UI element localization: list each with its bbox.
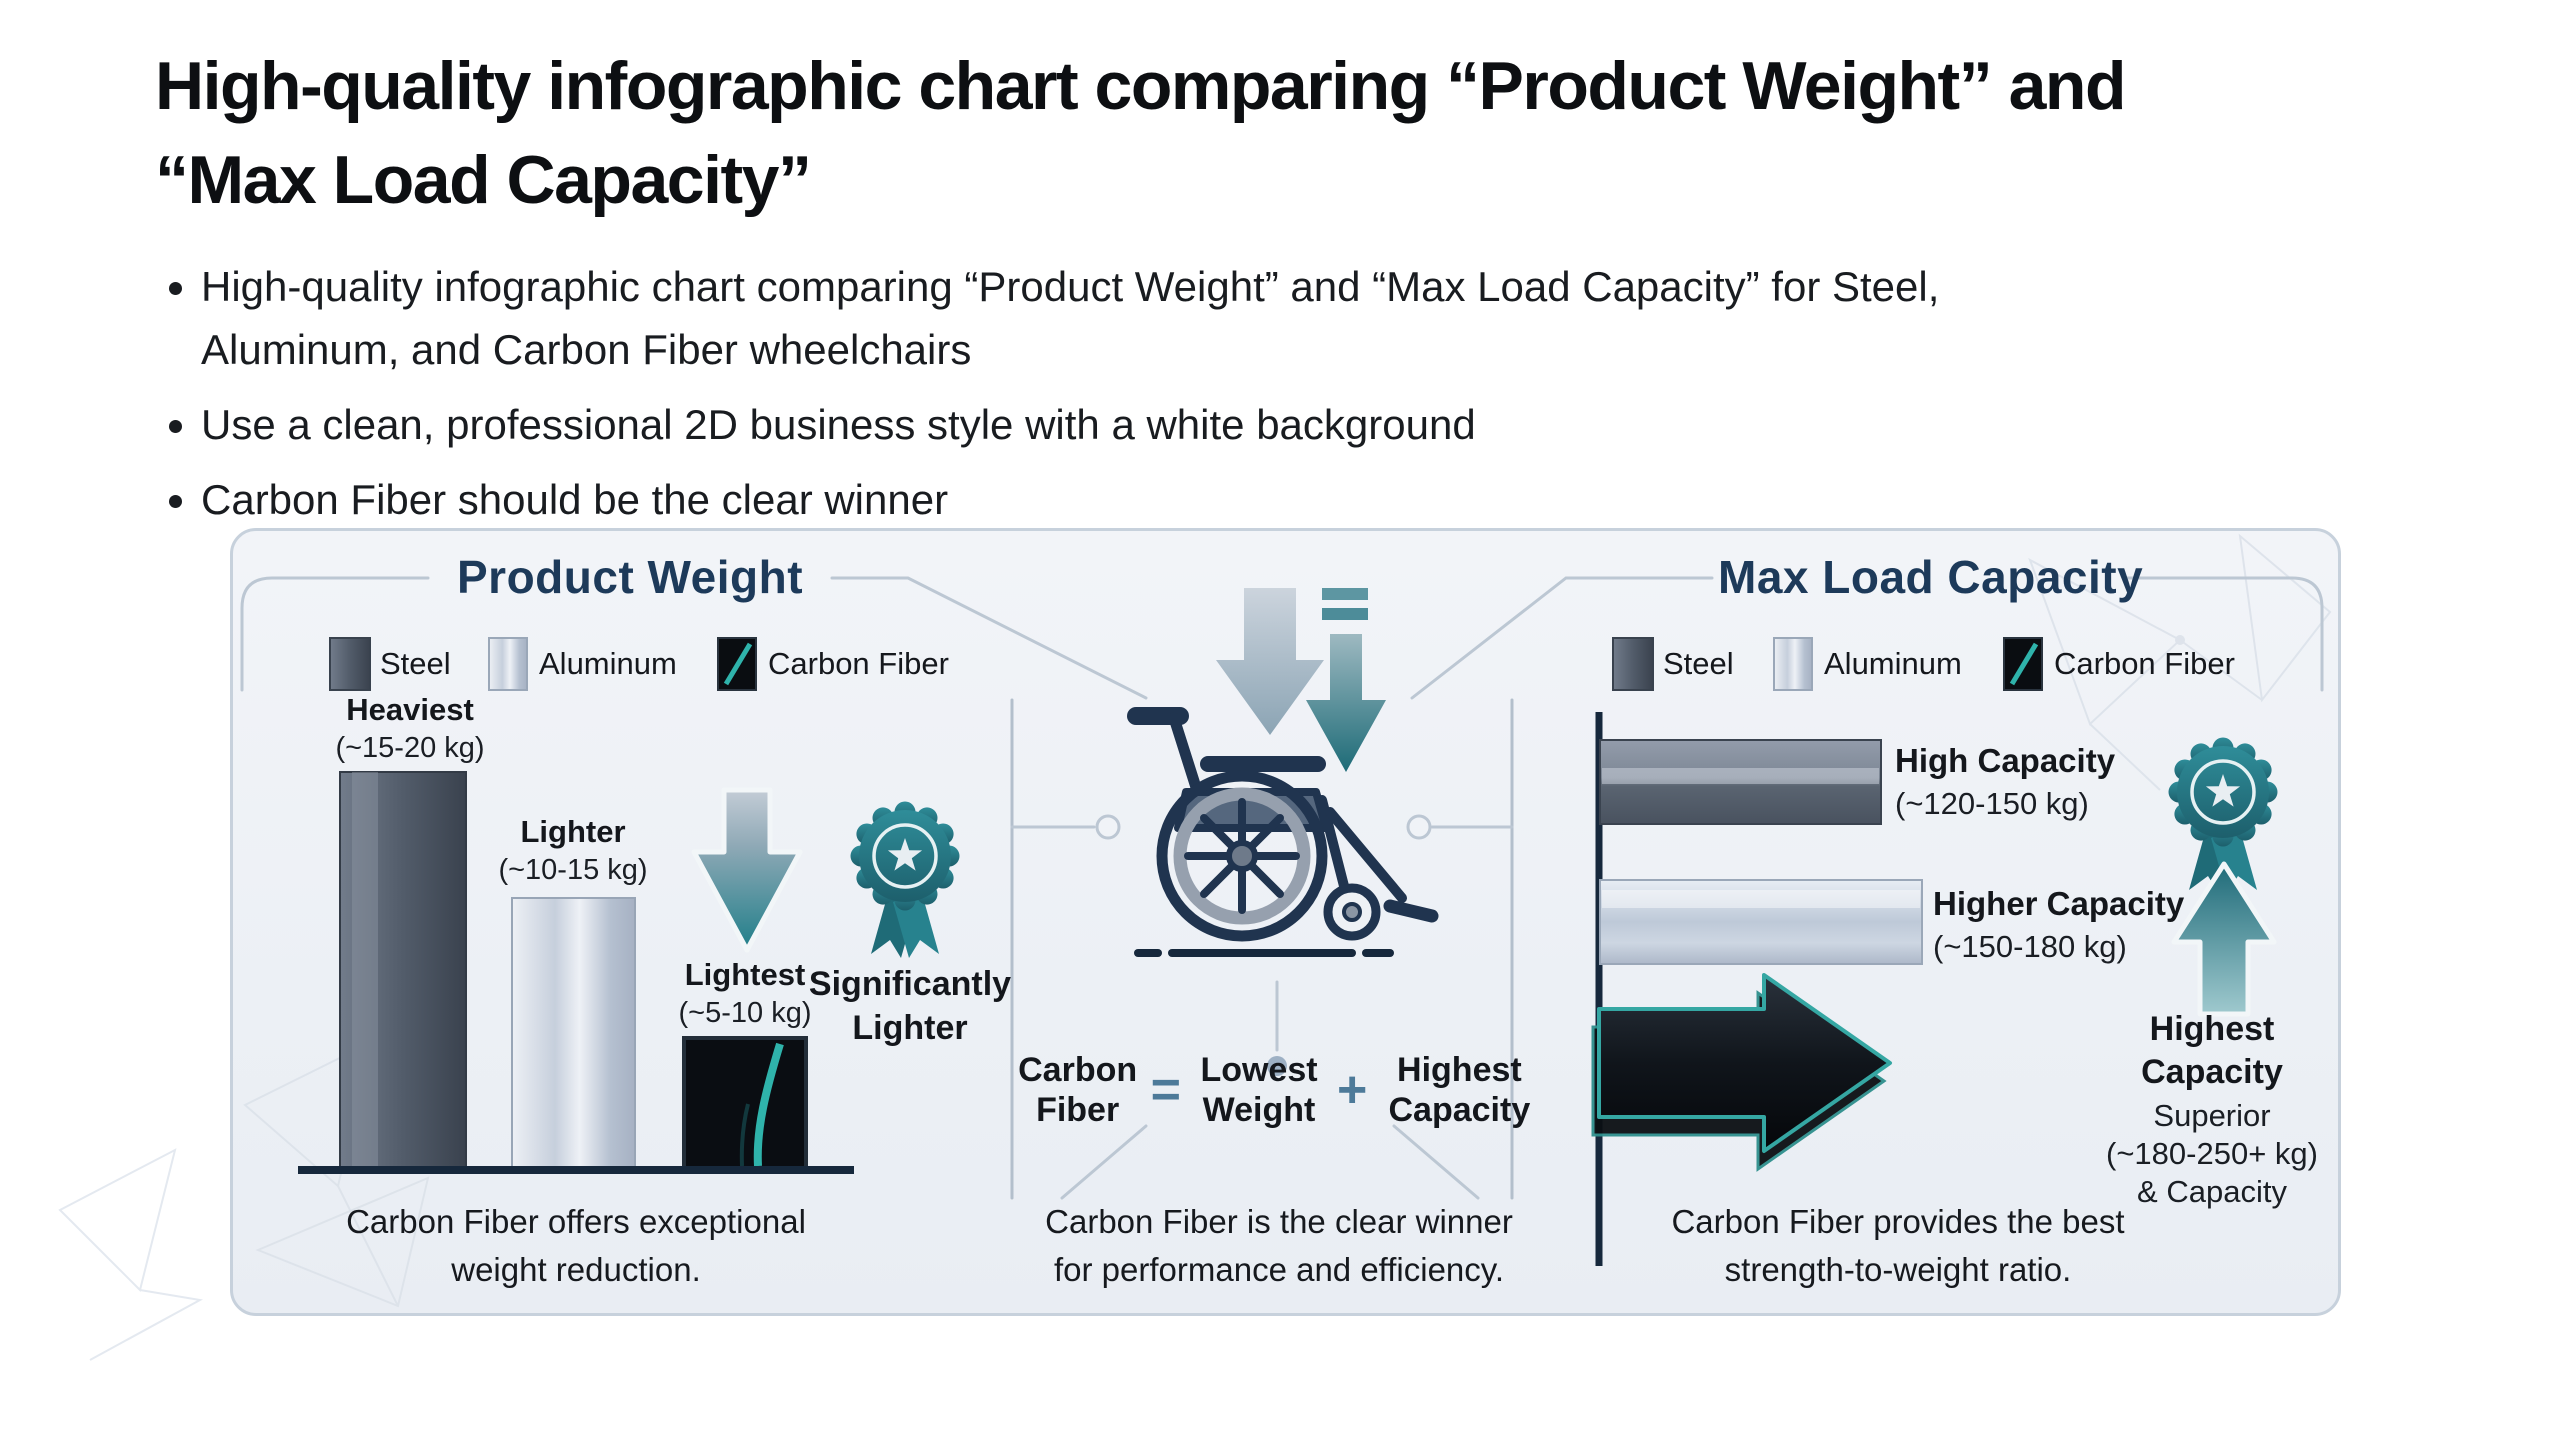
bar-value: (~180-250+ kg) [2106,1136,2318,1171]
equation-rhs: Highest Capacity [1388,1051,1531,1130]
plus-sign: + [1337,1060,1368,1119]
legend-label-aluminum: Aluminum [539,646,677,681]
equation-mid: Lowest Weight [1200,1051,1318,1130]
bar-value: (~15-20 kg) [335,732,485,764]
bar-label: Higher Capacity [1933,885,2185,922]
capacity-panel-title: Max Load Capacity [1718,551,2144,603]
capacity-panel-caption: Carbon Fiber provides the best strength-… [1671,1203,2125,1288]
legend-label-aluminum: Aluminum [1824,646,1962,681]
bar-label: Highest Capacity [2141,1010,2283,1091]
equation: Carbon Fiber = Lowest Weight + Highest C… [1008,1050,1548,1130]
center-panel-caption: Carbon Fiber is the clear winner for per… [1045,1203,1513,1288]
bar-label: Lighter [520,814,626,849]
legend-label-steel: Steel [1663,646,1734,681]
bullet-list: High-quality infographic chart comparing… [155,255,2121,543]
equals-sign: = [1150,1060,1181,1119]
bullet-item: Carbon Fiber should be the clear winner [201,468,2121,531]
badge-label: Significantly Lighter [808,965,1012,1048]
bar-value: (~150-180 kg) [1933,929,2127,964]
legend-label-steel: Steel [380,646,451,681]
bullet-item: High-quality infographic chart comparing… [201,255,2121,381]
bar-label: High Capacity [1895,742,2116,779]
bar-sublabel: Superior [2153,1098,2271,1133]
weight-panel-title: Product Weight [456,551,804,603]
equation-lhs: Carbon Fiber [1018,1051,1138,1130]
legend-label-carbon-fiber: Carbon Fiber [768,646,949,681]
page-title: High-quality infographic chart comparing… [155,48,2126,218]
bar-label: Lightest [684,957,806,992]
bar-value: (~120-150 kg) [1895,786,2089,821]
bullet-item: Use a clean, professional 2D business st… [201,393,2121,456]
bar-sublabel: & Capacity [2137,1174,2287,1209]
legend-label-carbon-fiber: Carbon Fiber [2054,646,2235,681]
bar-value: (~10-15 kg) [498,854,648,886]
bar-label: Heaviest [346,692,474,727]
bar-value: (~5-10 kg) [678,997,812,1029]
weight-panel-caption: Carbon Fiber offers exceptional weight r… [346,1203,806,1288]
mesh-texture-outer [58,1148,204,1361]
